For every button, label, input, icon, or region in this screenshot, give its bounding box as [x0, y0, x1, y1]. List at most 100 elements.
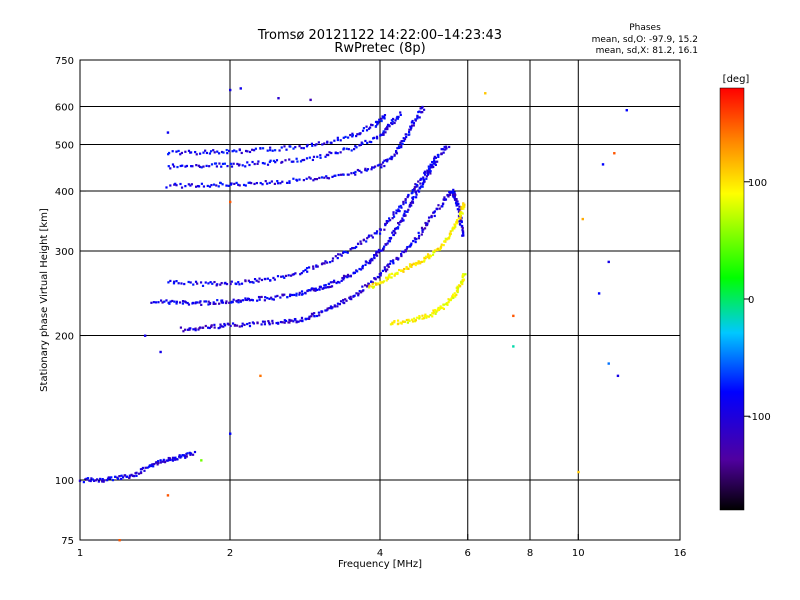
- echo-point: [167, 281, 170, 284]
- echo-point: [395, 152, 399, 155]
- echo-point: [168, 457, 172, 460]
- echo-point: [311, 158, 315, 162]
- echo-point: [291, 273, 294, 276]
- echo-point: [411, 200, 414, 203]
- echo-point: [353, 246, 357, 250]
- echo-point: [121, 476, 125, 479]
- echo-point: [350, 298, 353, 301]
- echo-point: [403, 210, 407, 213]
- echo-point: [261, 183, 264, 186]
- echo-point: [318, 288, 321, 291]
- echo-point: [180, 186, 184, 189]
- stats-heading: Phases: [629, 23, 661, 33]
- echo-point: [260, 278, 264, 282]
- echo-point: [156, 463, 159, 466]
- echo-point: [405, 318, 408, 322]
- echo-point: [204, 324, 207, 328]
- x-tick-label: 1: [77, 548, 83, 559]
- echo-point: [375, 135, 379, 138]
- echo-point: [451, 229, 454, 232]
- echo-point: [299, 319, 302, 322]
- echo-point: [266, 297, 269, 300]
- echo-point: [316, 265, 319, 268]
- echo-point: [202, 185, 206, 188]
- echo-point: [460, 225, 463, 228]
- echo-point: [439, 305, 442, 308]
- echo-point: [210, 183, 213, 187]
- echo-point: [276, 275, 280, 278]
- echo-point: [433, 309, 437, 312]
- echo-point: [577, 470, 580, 474]
- echo-point: [366, 168, 370, 171]
- echo-point: [298, 178, 301, 181]
- echo-point: [299, 160, 303, 163]
- echo-point: [283, 319, 286, 322]
- echo-point: [220, 325, 223, 328]
- echo-point: [453, 195, 456, 198]
- echo-point: [327, 153, 330, 157]
- echo-point: [444, 237, 447, 240]
- echo-point: [408, 205, 411, 208]
- echo-point: [144, 466, 147, 469]
- echo-point: [392, 259, 395, 262]
- echo-point: [310, 315, 313, 318]
- echo-point: [456, 220, 459, 223]
- echo-point: [229, 324, 232, 328]
- echo-point: [222, 151, 225, 154]
- echo-point: [447, 300, 450, 304]
- echo-point: [102, 480, 105, 483]
- echo-point: [461, 228, 464, 232]
- echo-point: [454, 223, 457, 227]
- echo-point: [447, 237, 450, 240]
- echo-point: [427, 220, 430, 223]
- echo-point: [209, 150, 213, 153]
- echo-point: [270, 180, 273, 183]
- echo-point: [178, 301, 182, 304]
- echo-point: [301, 292, 304, 296]
- echo-point: [410, 242, 413, 245]
- echo-point: [292, 320, 295, 323]
- echo-point: [420, 260, 423, 263]
- echo-point: [236, 162, 239, 166]
- echo-point: [317, 311, 321, 314]
- echo-point: [302, 147, 305, 150]
- echo-point: [214, 302, 217, 305]
- echo-point: [197, 164, 200, 167]
- echo-point: [207, 326, 210, 329]
- echo-point: [225, 300, 228, 303]
- echo-point: [387, 265, 390, 268]
- echo-point: [194, 185, 198, 188]
- echo-point: [196, 301, 199, 304]
- echo-point: [194, 280, 198, 283]
- echo-point: [364, 139, 367, 143]
- echo-point: [324, 286, 327, 289]
- echo-point: [419, 185, 423, 188]
- echo-point: [101, 477, 104, 481]
- x-axis-ticks: 1 2 4 6 8 10 16: [77, 534, 686, 559]
- colorbar-tick-label: 0: [748, 295, 754, 306]
- echo-point: [455, 199, 458, 203]
- echo-point: [273, 149, 277, 152]
- echo-point: [414, 183, 417, 186]
- echo-point: [208, 301, 212, 305]
- echo-point: [275, 159, 279, 162]
- echo-point: [407, 318, 410, 321]
- echo-point: [439, 307, 442, 310]
- echo-point: [459, 217, 462, 220]
- echo-point: [181, 164, 184, 167]
- echo-point: [267, 320, 270, 323]
- echo-point: [268, 321, 271, 324]
- echo-point: [263, 162, 266, 165]
- echo-point: [266, 163, 270, 166]
- echo-point: [218, 162, 221, 165]
- echo-point: [291, 293, 294, 297]
- echo-point: [271, 149, 274, 152]
- x-tick-label: 10: [572, 548, 585, 559]
- echo-point: [423, 259, 426, 262]
- echo-point: [193, 450, 197, 454]
- echo-point: [346, 276, 349, 279]
- data-points: [78, 87, 628, 542]
- echo-point: [223, 282, 226, 285]
- echo-point: [412, 262, 416, 265]
- echo-point: [180, 151, 183, 155]
